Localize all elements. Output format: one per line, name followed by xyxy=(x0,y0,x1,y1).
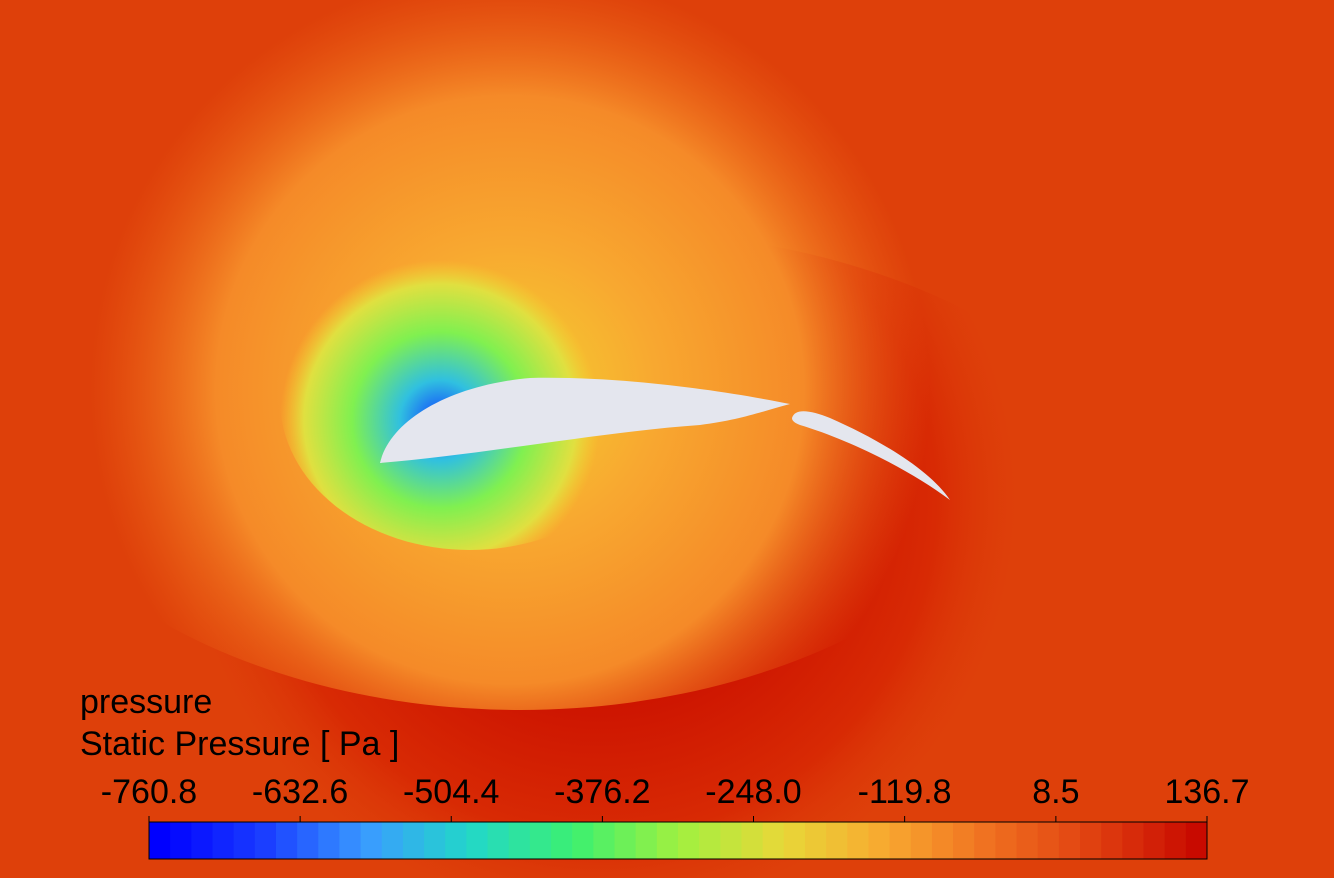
colorbar-band xyxy=(1058,822,1081,859)
colorbar-band xyxy=(656,822,679,859)
colorbar-frame xyxy=(148,821,1208,860)
colorbar-band xyxy=(889,822,912,859)
colorbar-band xyxy=(297,822,319,859)
colorbar-band xyxy=(1185,822,1208,859)
colorbar-band xyxy=(678,822,700,859)
tick-label: -248.0 xyxy=(705,773,801,811)
colorbar-band xyxy=(233,822,256,859)
colorbar-band xyxy=(1016,822,1039,859)
colorbar-band xyxy=(318,822,340,859)
tick-label: 136.7 xyxy=(1164,773,1249,811)
colorbar-band xyxy=(1143,822,1166,859)
colorbar-band xyxy=(847,822,869,859)
colorbar-band xyxy=(995,822,1018,859)
colorbar-band xyxy=(360,822,383,859)
colorbar-band xyxy=(783,822,806,859)
colorbar-band xyxy=(191,822,213,859)
colorbar-band xyxy=(1122,822,1145,859)
colorbar-band xyxy=(635,822,658,859)
colorbar-band xyxy=(445,822,467,859)
colorbar-band xyxy=(614,822,637,859)
colorbar-band xyxy=(699,822,721,859)
colorbar-band xyxy=(529,822,552,859)
colorbar-band xyxy=(381,822,404,859)
colorbar-band xyxy=(910,822,933,859)
legend-title: pressure xyxy=(80,683,212,721)
colorbar-band xyxy=(741,822,764,859)
colorbar: -760.8 -632.6 -504.4 -376.2 -248.0 -119.8 8.5 1… xyxy=(101,773,1250,860)
colorbar-band xyxy=(762,822,785,859)
colorbar-band xyxy=(1101,822,1123,859)
colorbar-band xyxy=(254,822,277,859)
colorbar-band xyxy=(804,822,827,859)
colorbar-band xyxy=(826,822,848,859)
colorbar-band xyxy=(1080,822,1102,859)
colorbar-band xyxy=(551,822,573,859)
colorbar-band xyxy=(424,822,446,859)
colorbar-band xyxy=(508,822,531,859)
tick-label: 8.5 xyxy=(1032,773,1079,811)
colorbar-band xyxy=(212,822,235,859)
airfoil-flap xyxy=(792,411,950,500)
tick-label: -504.4 xyxy=(403,773,499,811)
colorbar-band xyxy=(466,822,489,859)
colorbar-band xyxy=(931,822,954,859)
colorbar-band xyxy=(1037,822,1060,859)
colorbar-band xyxy=(487,822,510,859)
colorbar-band xyxy=(339,822,362,859)
colorbar-band xyxy=(1164,822,1187,859)
colorbar-band xyxy=(572,822,594,859)
tick-label: -760.8 xyxy=(101,773,197,811)
colorbar-band xyxy=(149,822,171,859)
colorbar-band xyxy=(170,822,192,859)
tick-label: -632.6 xyxy=(252,773,348,811)
colorbar-band xyxy=(720,822,742,859)
colorbar-band xyxy=(275,822,298,859)
colorbar-band xyxy=(953,822,975,859)
colorbar-band xyxy=(868,822,891,859)
colorbar-band xyxy=(593,822,616,859)
colorbar-band xyxy=(402,822,425,859)
tick-label: -119.8 xyxy=(858,773,952,811)
tick-label: -376.2 xyxy=(554,773,650,811)
airfoil-main xyxy=(380,377,790,463)
colorbar-band xyxy=(974,822,996,859)
legend-subtitle: Static Pressure [ Pa ] xyxy=(80,725,399,763)
